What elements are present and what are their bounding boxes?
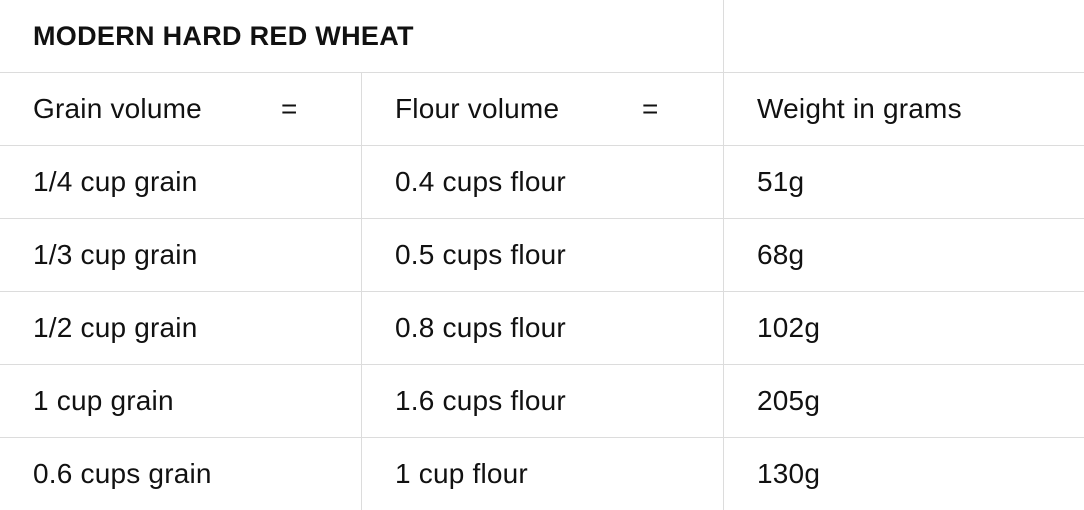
flour-cell: 1 cup flour (361, 438, 723, 510)
equals-sign: = (281, 93, 298, 124)
table-row: 0.6 cups grain 1 cup flour 130g (0, 438, 1084, 510)
weight-cell: 51g (723, 146, 1084, 218)
header-weight-label: Weight in grams (757, 93, 962, 124)
flour-cell: 0.5 cups flour (361, 219, 723, 291)
title-row: MODERN HARD RED WHEAT (0, 0, 1084, 73)
header-flour-cell: Flour volume = (361, 73, 723, 145)
header-grain-cell: Grain volume = (0, 73, 361, 145)
header-weight-cell: Weight in grams (723, 73, 1084, 145)
header-row: Grain volume = Flour volume = Weight in … (0, 73, 1084, 146)
table-row: 1/3 cup grain 0.5 cups flour 68g (0, 219, 1084, 292)
weight-cell: 68g (723, 219, 1084, 291)
flour-cell: 1.6 cups flour (361, 365, 723, 437)
weight-cell: 102g (723, 292, 1084, 364)
flour-cell: 0.4 cups flour (361, 146, 723, 218)
table-row: 1/4 cup grain 0.4 cups flour 51g (0, 146, 1084, 219)
table-row: 1 cup grain 1.6 cups flour 205g (0, 365, 1084, 438)
grain-cell: 1/4 cup grain (33, 166, 198, 197)
flour-cell: 0.8 cups flour (361, 292, 723, 364)
equals-sign: = (642, 93, 659, 124)
grain-cell: 1 cup grain (33, 385, 174, 416)
weight-cell: 205g (723, 365, 1084, 437)
table-row: 1/2 cup grain 0.8 cups flour 102g (0, 292, 1084, 365)
grain-cell: 1/3 cup grain (33, 239, 198, 270)
grain-cell: 1/2 cup grain (33, 312, 198, 343)
header-grain-label: Grain volume (33, 93, 202, 124)
table-title: MODERN HARD RED WHEAT (33, 20, 414, 51)
header-flour-label: Flour volume (395, 93, 560, 124)
grain-cell: 0.6 cups grain (33, 458, 212, 489)
title-empty-cell (723, 0, 1084, 72)
weight-cell: 130g (723, 438, 1084, 510)
